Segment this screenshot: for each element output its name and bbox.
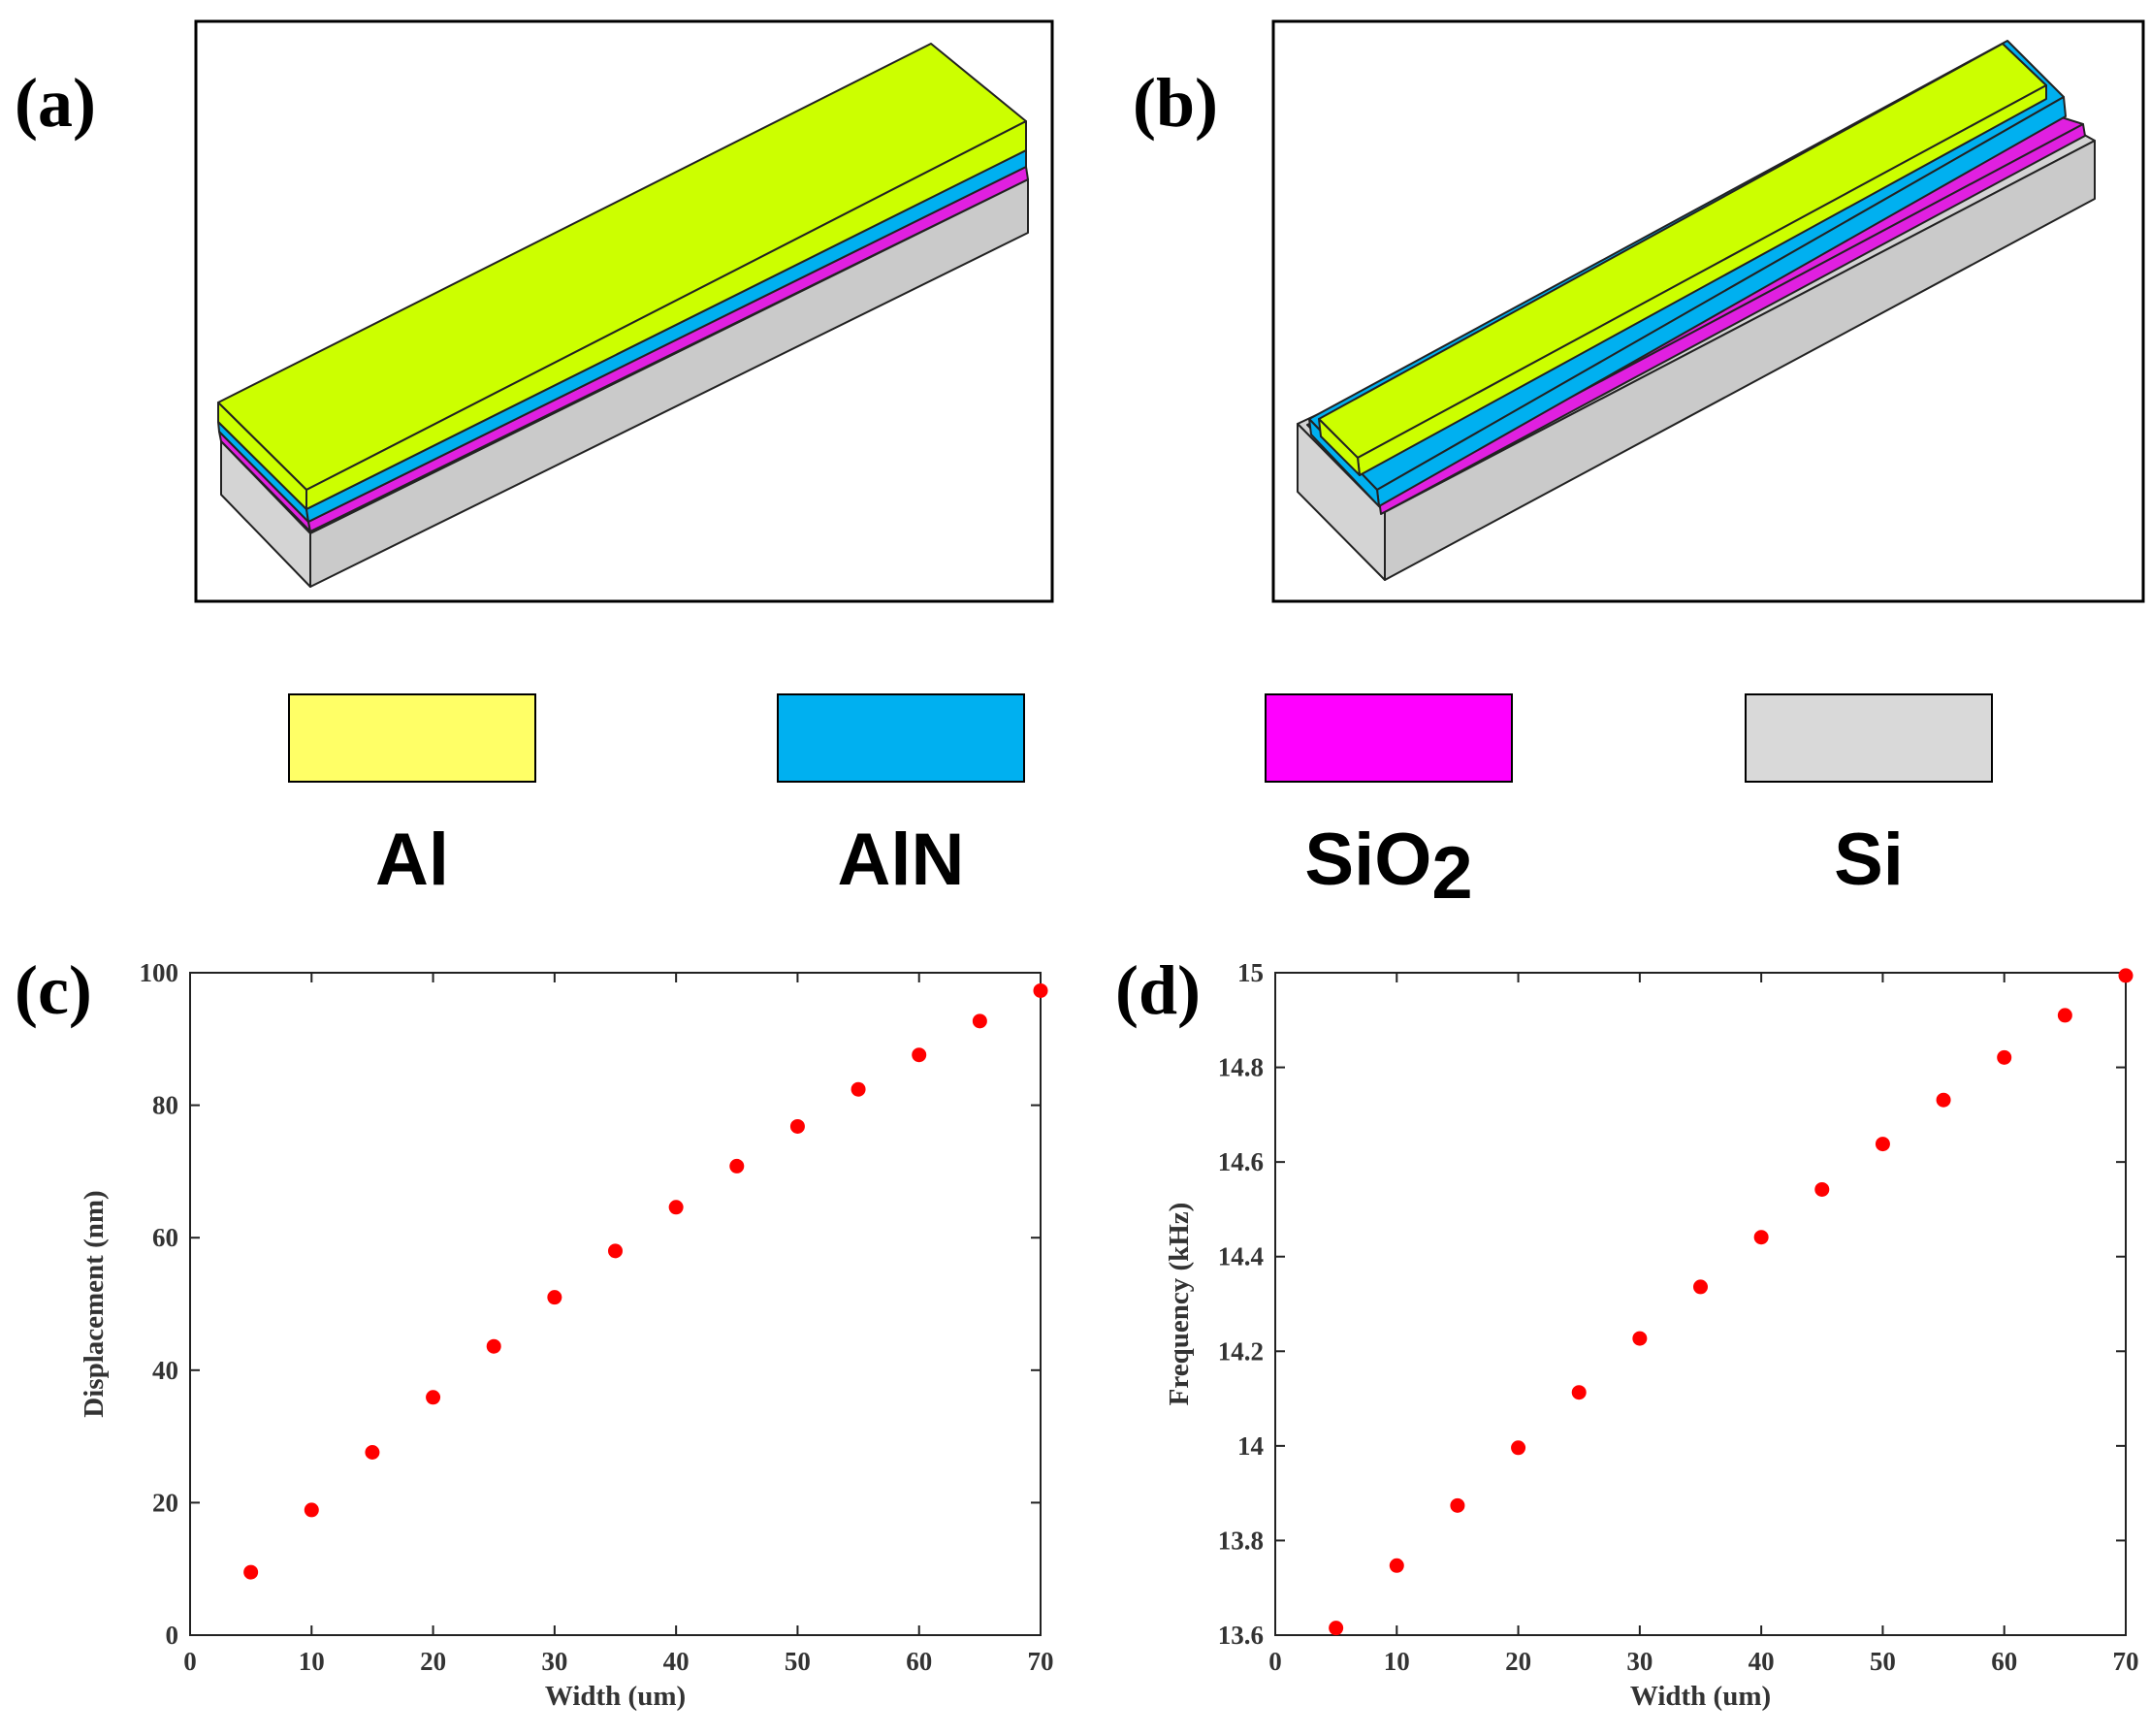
- chart-d-y-tick-label: 14.6: [1218, 1147, 1264, 1176]
- chart-d-x-axis-title: Width (um): [1630, 1681, 1771, 1712]
- chart-c-data-point: [789, 1118, 805, 1134]
- chart-d-data-point: [2057, 1008, 2072, 1023]
- beam-a-3d-model: [217, 43, 1029, 588]
- chart-d-data-point: [1450, 1497, 1465, 1513]
- legend-item-sio2: SiO2: [1265, 693, 1513, 915]
- beam-a-al-side: [305, 120, 1027, 510]
- legend-swatch-aln: [777, 693, 1025, 783]
- chart-d-x-tick-label: 50: [1870, 1647, 1896, 1676]
- chart-d-x-tick-label: 20: [1505, 1647, 1531, 1676]
- chart-c-y-tick-label: 40: [152, 1356, 178, 1385]
- chart-d-data-point: [1997, 1049, 2012, 1065]
- chart-c-y-tick-label: 80: [152, 1091, 178, 1120]
- chart-c-y-tick-label: 60: [152, 1223, 178, 1252]
- chart-c-x-tick-label: 70: [1028, 1647, 1054, 1676]
- beam-b-3d-model: [1297, 40, 2096, 581]
- chart-c-x-tick-label: 0: [183, 1647, 197, 1676]
- chart-d-data-point: [1329, 1621, 1344, 1636]
- legend-label-aln: AlN: [838, 819, 965, 901]
- chart-c-x-tick-label: 50: [785, 1647, 811, 1676]
- chart-c-y-tick-label: 20: [152, 1488, 178, 1517]
- chart-c-data-point: [850, 1081, 866, 1097]
- chart-d-data-point: [1875, 1137, 1890, 1152]
- chart-c-data-point: [547, 1290, 562, 1305]
- chart-c-data-point: [608, 1243, 623, 1259]
- panel-c: (c) 0 10 20 30 40 50 60 70 0 20 40 60 80 100 Width (um…: [15, 951, 1054, 1712]
- chart-d-data-point: [1936, 1092, 1951, 1108]
- chart-d-data-point: [1693, 1279, 1708, 1295]
- panel-a-label: (a): [15, 64, 96, 142]
- legend-item-si: Si: [1745, 693, 1993, 901]
- chart-c-data-point: [972, 1013, 987, 1029]
- chart-d-y-tick-label: 14.8: [1218, 1053, 1264, 1082]
- material-legend: Al AlN SiO2 Si: [288, 693, 1993, 915]
- chart-d-data-point: [1389, 1558, 1404, 1573]
- legend-label-sio2-sub: 2: [1431, 832, 1472, 915]
- chart-d-x-tick-label: 60: [1991, 1647, 2017, 1676]
- legend-swatch-al: [288, 693, 536, 783]
- chart-c-x-tick-label: 30: [541, 1647, 567, 1676]
- chart-d-data-point: [1814, 1181, 1830, 1197]
- legend-item-al: Al: [288, 693, 536, 901]
- chart-d-data-point: [1511, 1440, 1526, 1456]
- chart-d-y-axis-title: Frequency (kHz): [1164, 1203, 1195, 1406]
- chart-d-x-tick-label: 70: [2113, 1647, 2139, 1676]
- chart-d-x-tick-label: 10: [1384, 1647, 1410, 1676]
- chart-c-data-point: [243, 1564, 259, 1580]
- chart-d-y-tick-label: 15: [1237, 958, 1264, 987]
- chart-c-data-point: [1033, 982, 1048, 998]
- chart-c-plot-area: [189, 972, 1042, 1636]
- beam-b-si-side: [1384, 140, 2096, 581]
- legend-swatch-si: [1745, 693, 1993, 783]
- chart-c-data-point: [668, 1200, 684, 1215]
- chart-c-y-axis-title: Displacement (nm): [79, 1190, 110, 1417]
- chart-d-x-tick-label: 40: [1749, 1647, 1775, 1676]
- panel-a: (a): [15, 19, 1054, 603]
- panel-b: (b): [1133, 19, 2145, 603]
- chart-c-y-tick-label: 100: [140, 958, 179, 987]
- chart-c-x-axis-title: Width (um): [545, 1681, 686, 1712]
- chart-d-x-tick-label: 30: [1626, 1647, 1653, 1676]
- chart-d-x-tick-label: 0: [1268, 1647, 1282, 1676]
- chart-d-data-point: [1632, 1331, 1648, 1346]
- chart-c-x-tick-label: 40: [663, 1647, 690, 1676]
- chart-c-x-tick-label: 20: [420, 1647, 446, 1676]
- chart-c-data-point: [486, 1338, 501, 1354]
- chart-c: 0 10 20 30 40 50 60 70 0 20 40 60 80 100 Width (um) Dis…: [79, 958, 1054, 1712]
- chart-c-data-point: [729, 1158, 745, 1173]
- chart-d-data-point: [1753, 1230, 1769, 1245]
- beam-b-sio2-side: [1378, 123, 2086, 515]
- chart-d-y-tick-label: 13.8: [1218, 1526, 1264, 1555]
- chart-c-y-tick-label: 0: [166, 1621, 179, 1650]
- legend-label-sio2: SiO2: [1304, 819, 1472, 915]
- chart-d-y-tick-label: 14.2: [1218, 1336, 1264, 1366]
- chart-d-data-point: [1571, 1385, 1587, 1400]
- chart-c-data-point: [912, 1047, 927, 1063]
- chart-d: 0 10 20 30 40 50 60 70 13.6 13.8 14 14.2 14.4 14.6 14.…: [1164, 958, 2139, 1712]
- chart-d-y-tick-label: 14.4: [1218, 1242, 1264, 1271]
- chart-d-y-tick-label: 13.6: [1218, 1621, 1264, 1650]
- panel-d-label: (d): [1115, 951, 1201, 1029]
- panel-b-label: (b): [1133, 64, 1218, 142]
- chart-c-data-point: [426, 1390, 441, 1405]
- legend-label-sio2-main: SiO: [1304, 819, 1431, 901]
- legend-label-al: Al: [375, 819, 449, 901]
- chart-c-data-point: [304, 1502, 319, 1518]
- panel-c-label: (c): [15, 951, 92, 1029]
- chart-c-data-point: [365, 1444, 380, 1460]
- legend-swatch-sio2: [1265, 693, 1513, 783]
- beam-b-al-front: [1318, 418, 1361, 476]
- chart-c-x-tick-label: 60: [906, 1647, 932, 1676]
- legend-item-aln: AlN: [777, 693, 1025, 901]
- legend-label-si: Si: [1834, 819, 1904, 901]
- chart-d-y-tick-label: 14: [1237, 1431, 1264, 1461]
- panel-d: (d) 0 10 20 30 40 50 60 70 13.6 13.8 14 14.2 14.4 14.…: [1115, 951, 2139, 1712]
- chart-d-plot-area: [1274, 972, 2127, 1636]
- chart-c-x-tick-label: 10: [299, 1647, 325, 1676]
- chart-d-data-point: [2118, 968, 2134, 983]
